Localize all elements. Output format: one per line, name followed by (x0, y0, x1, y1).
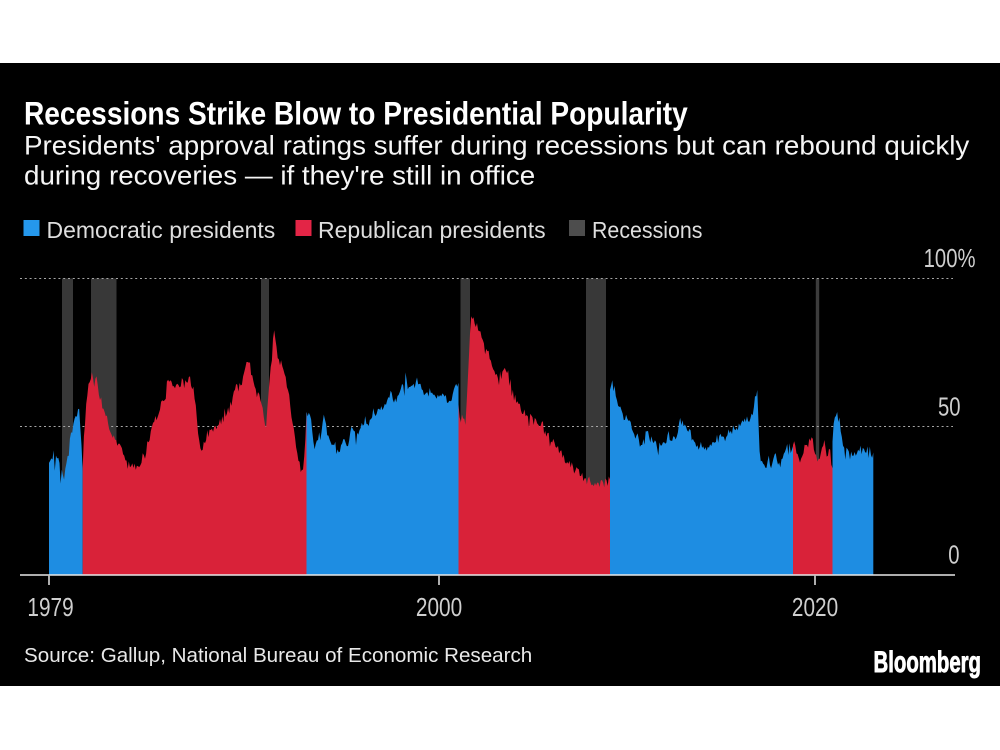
svg-text:Republican presidents: Republican presidents (318, 217, 546, 243)
svg-text:2000: 2000 (416, 593, 462, 622)
svg-text:Recessions: Recessions (592, 217, 702, 243)
svg-text:Recessions Strike Blow to Pres: Recessions Strike Blow to Presidential P… (24, 97, 688, 132)
svg-text:Source: Gallup, National Burea: Source: Gallup, National Bureau of Econo… (24, 644, 532, 667)
svg-text:during recoveries — if they're: during recoveries — if they're still in … (24, 160, 535, 190)
svg-text:0: 0 (948, 540, 959, 569)
svg-text:Presidents' approval ratings s: Presidents' approval ratings suffer duri… (24, 130, 970, 160)
svg-text:Bloomberg: Bloomberg (874, 646, 981, 679)
svg-text:Democratic presidents: Democratic presidents (47, 217, 276, 243)
svg-text:100%: 100% (924, 244, 976, 273)
svg-text:50: 50 (938, 392, 961, 421)
svg-text:1979: 1979 (27, 593, 73, 622)
svg-text:2020: 2020 (792, 593, 838, 622)
